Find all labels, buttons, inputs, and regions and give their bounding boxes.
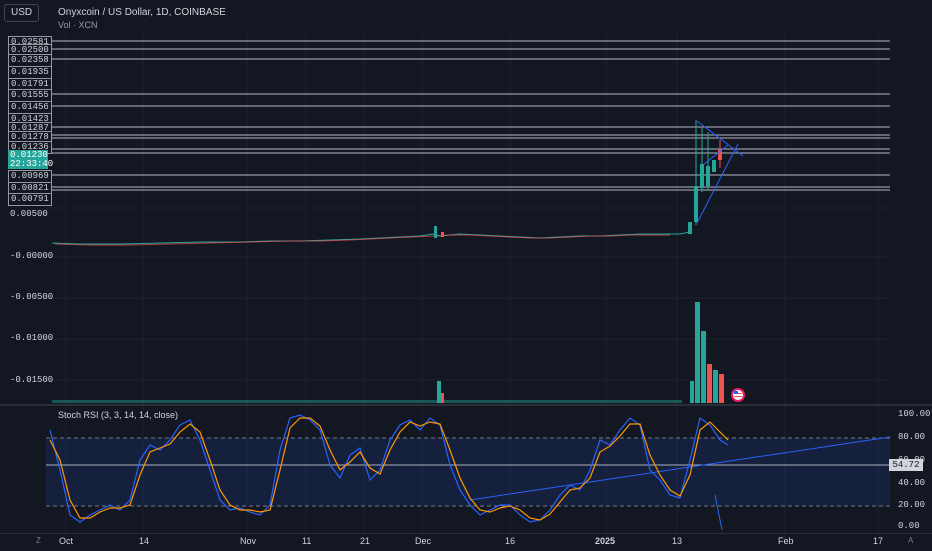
time-tick: Feb bbox=[778, 536, 794, 546]
current-price-value: 0.01230 bbox=[10, 150, 48, 160]
time-tick: 11 bbox=[302, 536, 312, 546]
d-line bbox=[49, 417, 729, 521]
volume-bars bbox=[52, 302, 724, 403]
us-flag-icon[interactable] bbox=[731, 388, 745, 402]
time-tick: 21 bbox=[360, 536, 371, 546]
time-tick: 14 bbox=[139, 536, 150, 546]
rsi-tick: 20.00 bbox=[898, 500, 926, 510]
time-tick: 17 bbox=[873, 536, 884, 546]
zoom-button[interactable]: Z bbox=[36, 536, 41, 545]
current-price-label: 0.01230 22:33:40 bbox=[8, 150, 54, 169]
rsi-tick: 80.00 bbox=[898, 432, 926, 442]
rsi-tick: 100.00 bbox=[898, 409, 931, 419]
time-tick: 13 bbox=[672, 536, 683, 546]
symbol-title[interactable]: Onyxcoin / US Dollar, 1D, COINBASE bbox=[58, 7, 226, 18]
candle-countdown: 22:33:40 bbox=[10, 159, 54, 169]
price-axis-left[interactable]: 0.02581 0.02500 0.02358 0.01935 0.01791 … bbox=[0, 0, 54, 550]
time-tick-year: 2025 bbox=[595, 536, 616, 546]
stoch-rsi-legend[interactable]: Stoch RSI (3, 3, 14, 14, close) bbox=[58, 410, 179, 420]
volume-legend[interactable]: Vol · XCN bbox=[58, 20, 98, 30]
top-bar: USD Onyxcoin / US Dollar, 1D, COINBASE V… bbox=[0, 0, 932, 30]
grid-lines bbox=[46, 30, 890, 533]
horizontal-levels[interactable] bbox=[50, 40, 890, 191]
time-tick: Nov bbox=[240, 536, 257, 546]
rsi-tick: 40.00 bbox=[898, 478, 926, 488]
price-level-label: 0.00791 bbox=[8, 193, 52, 206]
price-tick: -0.00500 bbox=[10, 292, 54, 302]
candles bbox=[51, 120, 722, 246]
stoch-rsi-pane[interactable] bbox=[46, 414, 891, 531]
auto-scale-button[interactable]: A bbox=[908, 536, 914, 545]
rsi-current-value: 54.72 bbox=[889, 459, 923, 471]
time-tick: 16 bbox=[505, 536, 516, 546]
currency-button[interactable]: USD bbox=[4, 4, 40, 22]
price-tick: -0.01000 bbox=[10, 333, 54, 343]
rsi-tick: 0.00 bbox=[898, 521, 920, 531]
price-tick: -0.00000 bbox=[10, 251, 54, 261]
time-tick: Dec bbox=[415, 536, 432, 546]
price-tick: 0.00500 bbox=[10, 209, 48, 219]
time-axis[interactable] bbox=[0, 533, 932, 551]
price-tick: -0.01500 bbox=[10, 375, 54, 385]
time-tick: Oct bbox=[59, 536, 74, 546]
triangle-pattern[interactable] bbox=[696, 120, 744, 224]
